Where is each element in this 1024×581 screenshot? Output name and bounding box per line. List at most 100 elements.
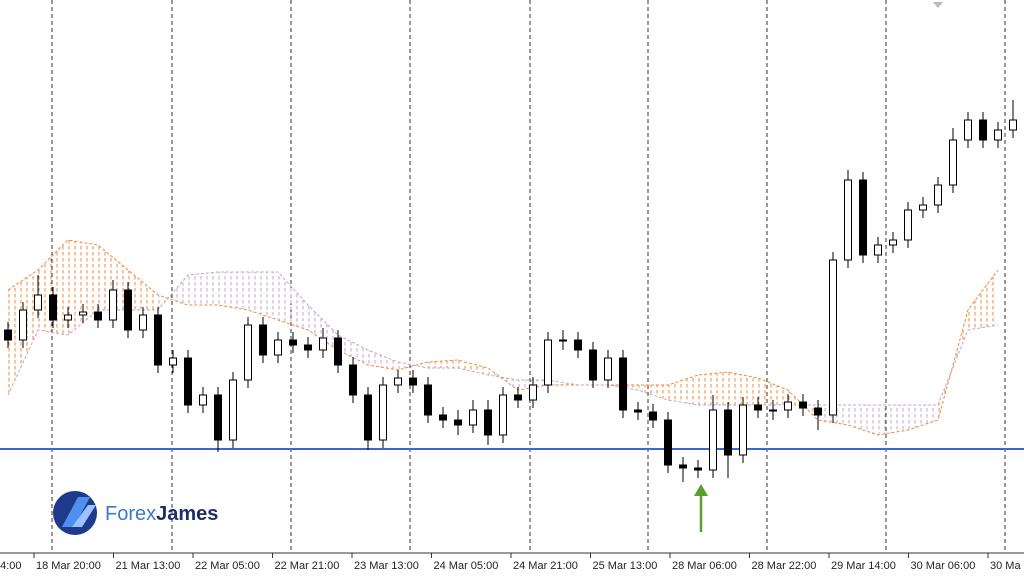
candle-body xyxy=(844,179,852,261)
candle-body xyxy=(394,377,402,386)
candle-body xyxy=(349,364,357,396)
candles xyxy=(4,100,1017,482)
cloud-fill xyxy=(908,405,938,430)
candle-body xyxy=(799,401,807,409)
x-tick-label: 04:00 xyxy=(0,560,22,572)
cloud-fill xyxy=(338,335,368,365)
arrow xyxy=(694,484,708,532)
x-tick-label: 18 Mar 20:00 xyxy=(36,560,101,572)
cloud-fill xyxy=(638,385,668,400)
candle-body xyxy=(934,184,942,206)
candle-body xyxy=(739,404,747,456)
candle-body xyxy=(754,404,762,411)
candle-body xyxy=(244,324,252,381)
candle-body xyxy=(289,339,297,346)
candle-body xyxy=(439,414,447,421)
cloud-fill xyxy=(218,272,248,310)
candle-body xyxy=(364,394,372,441)
candle-body xyxy=(79,311,87,316)
cloud-fill xyxy=(458,360,488,375)
candle-body xyxy=(964,119,972,141)
candle-body xyxy=(544,339,552,386)
logo-forex: ForexJames xyxy=(105,503,218,525)
candle-body xyxy=(274,339,282,356)
logo-icon-stripe xyxy=(72,505,96,527)
x-tick-label: 23 Mar 13:00 xyxy=(354,560,419,572)
candle-body xyxy=(49,294,57,321)
cloud-fill xyxy=(878,405,908,435)
cloud-fill xyxy=(188,272,218,305)
cloud-fill xyxy=(68,240,98,335)
candle-body xyxy=(529,384,537,401)
x-tick-label: 22 Mar 05:00 xyxy=(195,560,260,572)
candle-body xyxy=(34,294,42,311)
x-tick-label: 21 Mar 13:00 xyxy=(116,560,181,572)
candle-body xyxy=(904,209,912,241)
x-tick-label: 22 Mar 21:00 xyxy=(275,560,340,572)
x-labels: 04:00 18 Mar 20:00 21 Mar 13:00 22 Mar 05:0… xyxy=(0,553,1021,572)
cloud-span-a xyxy=(7,239,999,436)
cloud-fill xyxy=(968,270,998,330)
cloud-fill xyxy=(308,305,338,350)
cloud-fill xyxy=(758,378,788,405)
x-tick-label: 28 Mar 06:00 xyxy=(672,560,737,572)
candle-body xyxy=(64,314,72,321)
candle-body xyxy=(604,357,612,381)
candle-body xyxy=(454,419,462,426)
candle-body xyxy=(484,409,492,436)
candle-body xyxy=(499,394,507,436)
candle-body xyxy=(334,337,342,366)
candle-body xyxy=(979,119,987,141)
candle-body xyxy=(889,239,897,246)
candle-body xyxy=(874,244,882,256)
candle-body xyxy=(109,289,117,321)
logo-icon-stripe xyxy=(62,497,90,527)
cloud-fill xyxy=(278,272,308,330)
candle-body xyxy=(559,339,567,342)
x-tick-label: 25 Mar 13:00 xyxy=(593,560,658,572)
x-tick-label: 29 Mar 14:00 xyxy=(831,560,896,572)
candle-body xyxy=(814,407,822,416)
cloud-fill xyxy=(728,372,758,405)
candle-body xyxy=(154,314,162,366)
candle-body xyxy=(709,409,717,471)
candle-body xyxy=(784,401,792,411)
cloud-fill xyxy=(248,272,278,320)
candle-body xyxy=(1009,119,1017,131)
arrow-head xyxy=(694,484,708,496)
candle-body xyxy=(4,329,12,341)
candle-body xyxy=(259,324,267,356)
candle-body xyxy=(94,311,102,321)
candle-body xyxy=(919,204,927,211)
candle-body xyxy=(319,337,327,351)
x-tick-label: 30 Ma xyxy=(990,560,1021,572)
candle-body xyxy=(469,409,477,426)
candle-body xyxy=(859,179,867,256)
x-tick-label: 24 Mar 21:00 xyxy=(513,560,578,572)
candle-body xyxy=(664,419,672,466)
x-tick-label: 28 Mar 22:00 xyxy=(752,560,817,572)
candle-body xyxy=(139,314,147,331)
x-tick-label: 24 Mar 05:00 xyxy=(434,560,499,572)
candle-body xyxy=(574,339,582,351)
cloud xyxy=(0,239,1024,450)
candle-body xyxy=(694,467,702,471)
grid xyxy=(0,0,1024,554)
shift-marker xyxy=(933,2,943,8)
candle-body xyxy=(379,384,387,441)
cloud-fill xyxy=(668,375,698,405)
cloud-fill xyxy=(98,245,128,310)
x-tick-label: 30 Mar 06:00 xyxy=(911,560,976,572)
candle-body xyxy=(769,409,777,412)
candle-body xyxy=(214,394,222,441)
candle-body xyxy=(619,357,627,411)
cloud-fill xyxy=(128,270,158,310)
candle-body xyxy=(829,259,837,416)
candle-body xyxy=(184,357,192,406)
candle-body xyxy=(199,394,207,406)
candle-body xyxy=(409,377,417,386)
candle-body xyxy=(649,411,657,421)
candle-body xyxy=(304,344,312,351)
